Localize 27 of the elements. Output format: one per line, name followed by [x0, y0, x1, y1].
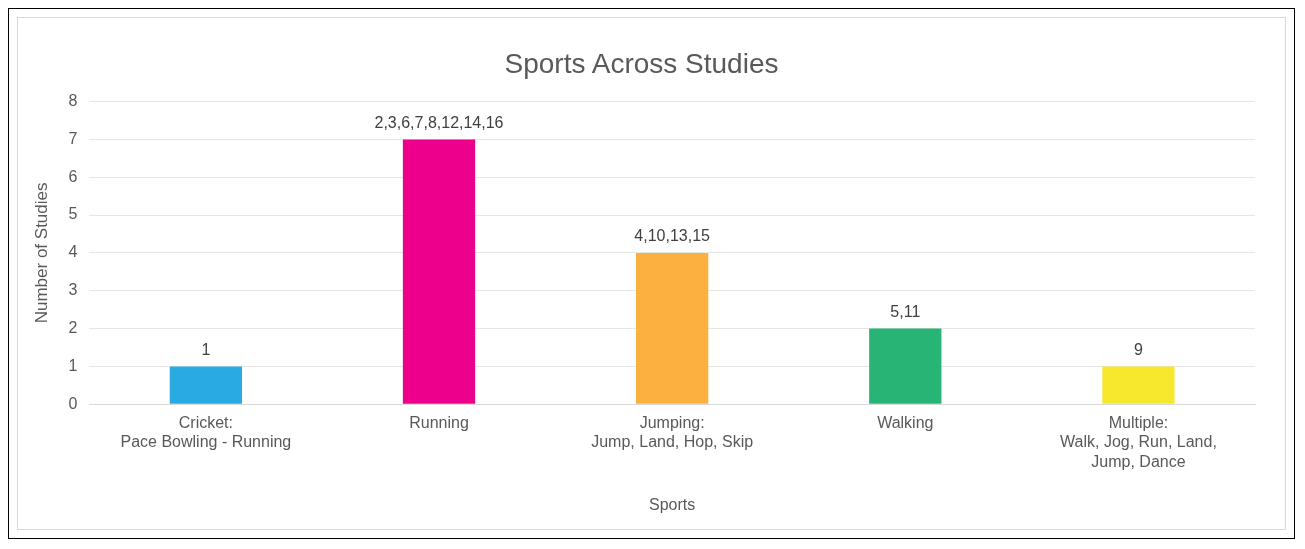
- y-tick-label: 1: [68, 356, 78, 374]
- bar: [1102, 366, 1175, 404]
- bar: [636, 252, 709, 404]
- x-tick-label: Walking: [877, 414, 934, 432]
- annotation: 1: [201, 340, 211, 358]
- x-tick-label: Multiple: Walk, Jog, Run, Land, Jump, Dance: [1060, 414, 1217, 470]
- y-tick-label: 4: [68, 243, 78, 261]
- x-tick-label: Jumping: Jump, Land, Hop, Skip: [591, 414, 754, 451]
- y-tick-label: 5: [68, 205, 78, 223]
- y-tick-label: 2: [68, 318, 78, 336]
- annotation: 9: [1133, 340, 1143, 358]
- x-tick-label: Running: [409, 414, 469, 432]
- y-axis-title: Number of Studies: [31, 182, 51, 324]
- y-tick-label: 8: [68, 92, 78, 110]
- x-tick-label: Cricket: Pace Bowling - Running: [120, 414, 292, 451]
- bar: [169, 366, 243, 404]
- annotation: 4,10,13,15: [634, 227, 711, 245]
- y-tick-label: 3: [68, 281, 78, 299]
- y-tick-label: 6: [68, 167, 78, 185]
- annotation: 5,11: [890, 302, 921, 320]
- x-axis-title: Sports: [649, 495, 696, 513]
- annotation: 2,3,6,7,8,12,14,16: [374, 113, 504, 131]
- bar: [402, 139, 476, 404]
- chart-title: Sports Across Studies: [504, 47, 779, 79]
- y-tick-label: 0: [68, 394, 78, 412]
- bar: [869, 328, 942, 404]
- y-tick-label: 7: [68, 129, 78, 147]
